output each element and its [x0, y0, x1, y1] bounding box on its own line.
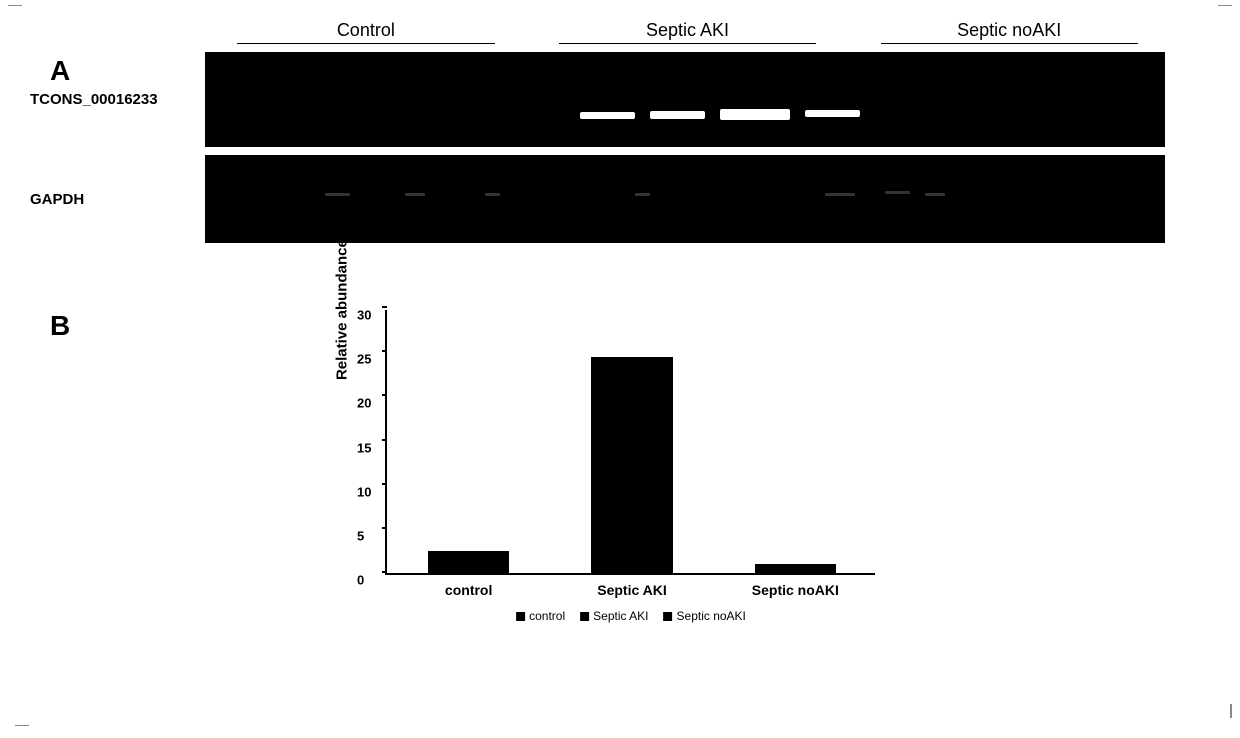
y-tick-label: 0 [357, 573, 364, 588]
y-tick-mark [382, 571, 387, 573]
y-tick-label: 15 [357, 440, 371, 455]
gel-image-gapdh [205, 155, 1165, 243]
group-label-text: Septic AKI [646, 20, 729, 40]
gel-band [720, 109, 790, 120]
legend-text: control [529, 609, 565, 623]
legend-text: Septic noAKI [677, 609, 746, 623]
panel-a-label: A [50, 55, 70, 87]
gel-row-tcons: TCONS_00016233 [150, 52, 1170, 147]
y-tick-mark [382, 439, 387, 441]
group-underline [237, 43, 494, 44]
chart-legend: control Septic AKI Septic noAKI [516, 609, 746, 623]
legend-swatch [580, 612, 589, 621]
legend-swatch [664, 612, 673, 621]
group-label-septic-aki: Septic AKI [527, 20, 849, 50]
chart-bar [755, 564, 837, 573]
row-label-gapdh: GAPDH [30, 191, 150, 208]
gel-faint-band [485, 193, 500, 196]
gel-row-gapdh: GAPDH [150, 155, 1170, 243]
gel-faint-band [635, 193, 650, 196]
corner-mark [1230, 704, 1232, 718]
legend-item: Septic noAKI [664, 609, 746, 623]
y-tick-mark [382, 527, 387, 529]
group-label-text: Septic noAKI [957, 20, 1061, 40]
corner-mark [1218, 5, 1232, 6]
gel-band [650, 111, 705, 119]
chart-bar [591, 357, 673, 573]
bar-chart-panel: Relative abundance controlSeptic AKISept… [330, 310, 930, 680]
x-tick-label: Septic AKI [597, 582, 667, 598]
gel-band [805, 110, 860, 117]
gel-image-tcons [205, 52, 1165, 147]
y-axis-label: Relative abundance [334, 239, 351, 380]
chart-bar [428, 551, 510, 573]
group-label-septic-noaki: Septic noAKI [848, 20, 1170, 50]
gel-faint-band [925, 193, 945, 196]
y-tick-mark [382, 350, 387, 352]
group-label-control: Control [205, 20, 527, 50]
x-tick-label: Septic noAKI [752, 582, 839, 598]
chart-area: Relative abundance controlSeptic AKISept… [385, 310, 875, 575]
y-tick-mark [382, 306, 387, 308]
y-tick-mark [382, 394, 387, 396]
y-tick-label: 10 [357, 484, 371, 499]
panel-b-label: B [50, 310, 70, 342]
gel-faint-band [325, 193, 350, 196]
corner-mark [15, 725, 29, 726]
y-tick-mark [382, 483, 387, 485]
y-tick-label: 5 [357, 528, 364, 543]
legend-item: control [516, 609, 565, 623]
row-label-tcons: TCONS_00016233 [30, 91, 150, 108]
group-underline [559, 43, 816, 44]
x-tick-label: control [445, 582, 492, 598]
group-labels-row: Control Septic AKI Septic noAKI [205, 20, 1170, 50]
group-label-text: Control [337, 20, 395, 40]
corner-mark [8, 5, 22, 6]
legend-text: Septic AKI [593, 609, 648, 623]
gel-faint-band [405, 193, 425, 196]
legend-item: Septic AKI [580, 609, 648, 623]
legend-swatch [516, 612, 525, 621]
group-underline [881, 43, 1138, 44]
gel-faint-band [825, 193, 855, 196]
y-tick-label: 30 [357, 308, 371, 323]
gel-faint-band [885, 191, 910, 194]
y-tick-label: 25 [357, 352, 371, 367]
gel-band [580, 112, 635, 119]
gel-panel: Control Septic AKI Septic noAKI TCONS_00… [150, 20, 1170, 251]
y-tick-label: 20 [357, 396, 371, 411]
